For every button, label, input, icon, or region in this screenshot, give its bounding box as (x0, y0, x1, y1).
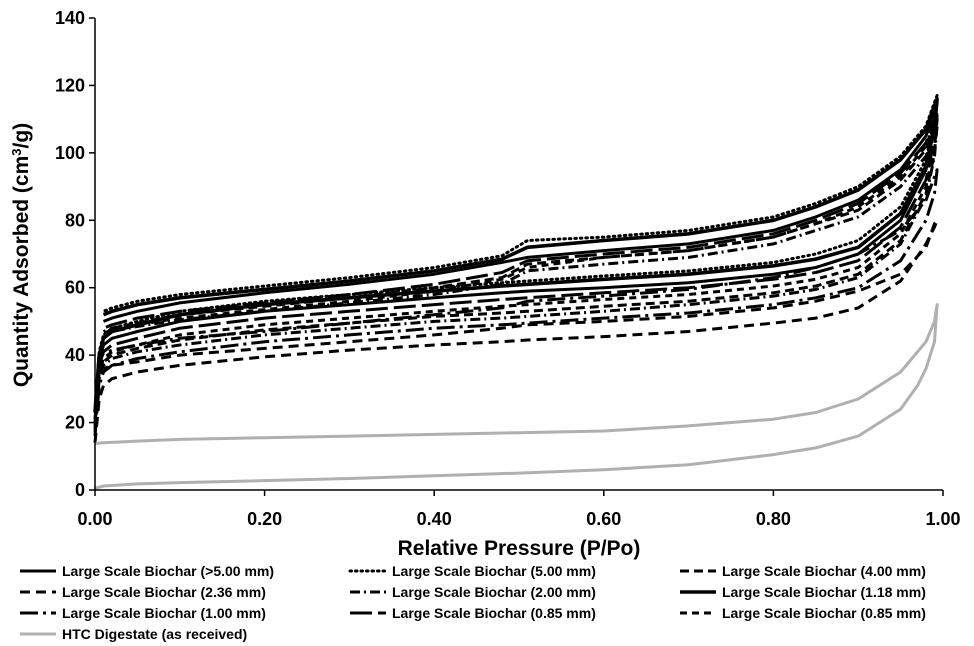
y-axis: 0 20 40 60 80 100 120 140 (55, 8, 96, 500)
y-tick-label: 40 (65, 345, 85, 365)
y-axis-title-sup: 3 (9, 149, 24, 156)
legend-label: Large Scale Biochar (0.85 mm) (722, 605, 926, 621)
y-tick-label: 80 (65, 210, 85, 230)
legend-label: Large Scale Biochar (1.00 mm) (62, 605, 266, 621)
x-axis: 0.00 0.20 0.40 0.60 0.80 1.00 (77, 489, 961, 529)
series-line-9 (93, 114, 939, 427)
legend-label: Large Scale Biochar (4.00 mm) (722, 563, 926, 579)
legend-label: Large Scale Biochar (0.85 mm) (392, 605, 596, 621)
y-tick-label: 120 (55, 75, 85, 95)
x-tick-label: 1.00 (925, 509, 960, 529)
legend-label: Large Scale Biochar (>5.00 mm) (62, 563, 274, 579)
series-line-3 (93, 117, 939, 430)
y-tick-label: 100 (55, 143, 85, 163)
legend-label: Large Scale Biochar (5.00 mm) (392, 563, 596, 579)
plot-area (93, 94, 939, 490)
series-line-8 (93, 110, 939, 420)
legend-label: HTC Digestate (as received) (62, 626, 247, 642)
y-axis-title: Quantity Adsorbed (cm3/g) (9, 123, 33, 387)
series-line-1 (93, 100, 939, 423)
y-tick-label: 140 (55, 8, 85, 28)
series-line-4 (93, 218, 939, 443)
legend: Large Scale Biochar (>5.00 mm) Large Scal… (20, 563, 926, 642)
x-tick-label: 0.20 (247, 509, 282, 529)
series-line-7 (93, 168, 939, 437)
y-axis-title-main: Quantity Adsorbed (cm (10, 156, 33, 387)
y-tick-label: 20 (65, 413, 85, 433)
x-tick-label: 0.80 (756, 509, 791, 529)
series-line-2 (93, 94, 939, 411)
y-tick-label: 0 (75, 480, 85, 500)
x-tick-label: 0.40 (417, 509, 452, 529)
legend-label: Large Scale Biochar (1.18 mm) (722, 584, 926, 600)
x-axis-title: Relative Pressure (P/Po) (398, 537, 641, 560)
y-axis-title-tail: /g) (10, 123, 33, 149)
series-line-10 (94, 303, 939, 490)
series-line-5 (93, 124, 939, 433)
legend-label: Large Scale Biochar (2.00 mm) (392, 584, 596, 600)
y-tick-label: 60 (65, 278, 85, 298)
x-tick-label: 0.60 (586, 509, 621, 529)
x-tick-label: 0.00 (77, 509, 112, 529)
legend-label: Large Scale Biochar (2.36 mm) (62, 584, 266, 600)
